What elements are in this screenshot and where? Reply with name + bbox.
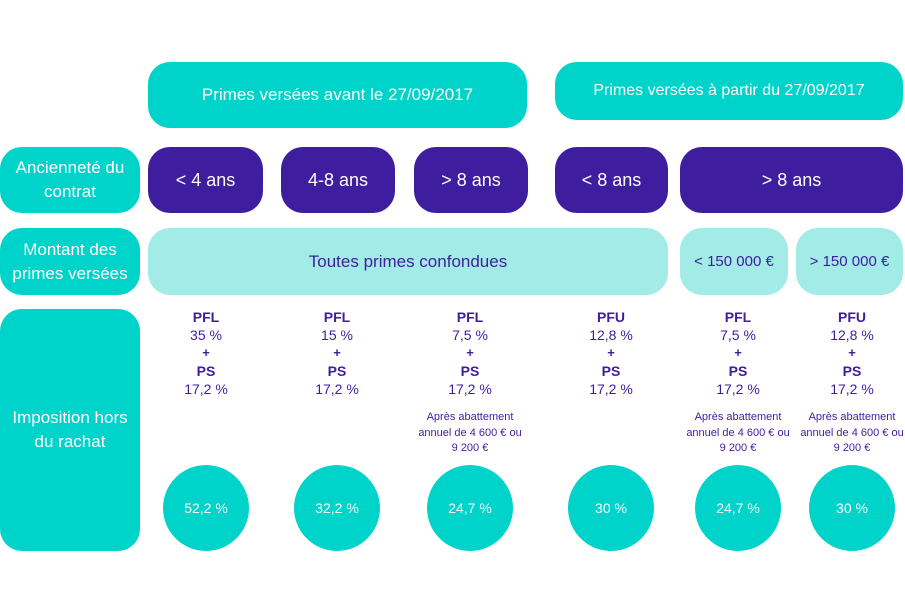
plus-sign: + [734,345,742,360]
tax-name: PFL [724,309,752,325]
abatement-note: Après abattement annuel de 4 600 € ou 9 … [418,411,522,454]
total-rate-circle: 24,7 % [427,465,513,551]
total-rate-circle: 30 % [568,465,654,551]
anciennete-4-8: 4-8 ans [281,147,395,213]
tax-column: PFL 35 % + PS 17,2 % [151,308,261,398]
anciennete-gt8-after: > 8 ans [680,147,903,213]
ps-name: PS [327,363,347,379]
row-label-imposition: Imposition hors du rachat [0,309,140,551]
total-rate-circle: 30 % [809,465,895,551]
ps-name: PS [728,363,748,379]
header-after-2017: Primes versées à partir du 27/09/2017 [555,62,903,120]
tax-rate: 7,5 % [452,327,488,343]
total-rate-circle: 52,2 % [163,465,249,551]
tax-column: PFL 7,5 % + PS 17,2 % Après abattement annuel… [683,308,793,457]
tax-name: PFL [456,309,484,325]
montant-toutes: Toutes primes confondues [148,228,668,295]
tax-rate: 15 % [321,327,353,343]
ps-name: PS [196,363,216,379]
tax-column: PFL 15 % + PS 17,2 % [282,308,392,398]
ps-rate: 17,2 % [448,381,492,397]
ps-name: PS [460,363,480,379]
plus-sign: + [607,345,615,360]
tax-column: PFU 12,8 % + PS 17,2 % [556,308,666,398]
montant-gt150000: > 150 000 € [796,228,903,295]
row-label-montant: Montant des primes versées [0,228,140,295]
tax-rate: 7,5 % [720,327,756,343]
plus-sign: + [466,345,474,360]
tax-rate: 35 % [190,327,222,343]
ps-rate: 17,2 % [716,381,760,397]
tax-column: PFU 12,8 % + PS 17,2 % Après abattement annue… [797,308,905,457]
tax-name: PFL [192,309,220,325]
ps-name: PS [842,363,862,379]
tax-name: PFL [323,309,351,325]
anciennete-lt8: < 8 ans [555,147,668,213]
tax-name: PFU [838,309,866,325]
tax-rate: 12,8 % [830,327,874,343]
montant-lt150000: < 150 000 € [680,228,788,295]
plus-sign: + [333,345,341,360]
total-rate-circle: 32,2 % [294,465,380,551]
abatement-note: Après abattement annuel de 4 600 € ou 9 … [800,411,904,454]
tax-name: PFU [597,309,625,325]
ps-rate: 17,2 % [830,381,874,397]
abatement-note: Après abattement annuel de 4 600 € ou 9 … [686,411,790,454]
header-before-2017: Primes versées avant le 27/09/2017 [148,62,527,128]
anciennete-gt8-before: > 8 ans [414,147,528,213]
plus-sign: + [202,345,210,360]
anciennete-lt4: < 4 ans [148,147,263,213]
ps-rate: 17,2 % [184,381,228,397]
ps-rate: 17,2 % [315,381,359,397]
plus-sign: + [848,345,856,360]
total-rate-circle: 24,7 % [695,465,781,551]
ps-rate: 17,2 % [589,381,633,397]
tax-column: PFL 7,5 % + PS 17,2 % Après abattement annuel… [415,308,525,457]
ps-name: PS [601,363,621,379]
tax-rate: 12,8 % [589,327,633,343]
row-label-anciennete: Ancienneté du contrat [0,147,140,213]
